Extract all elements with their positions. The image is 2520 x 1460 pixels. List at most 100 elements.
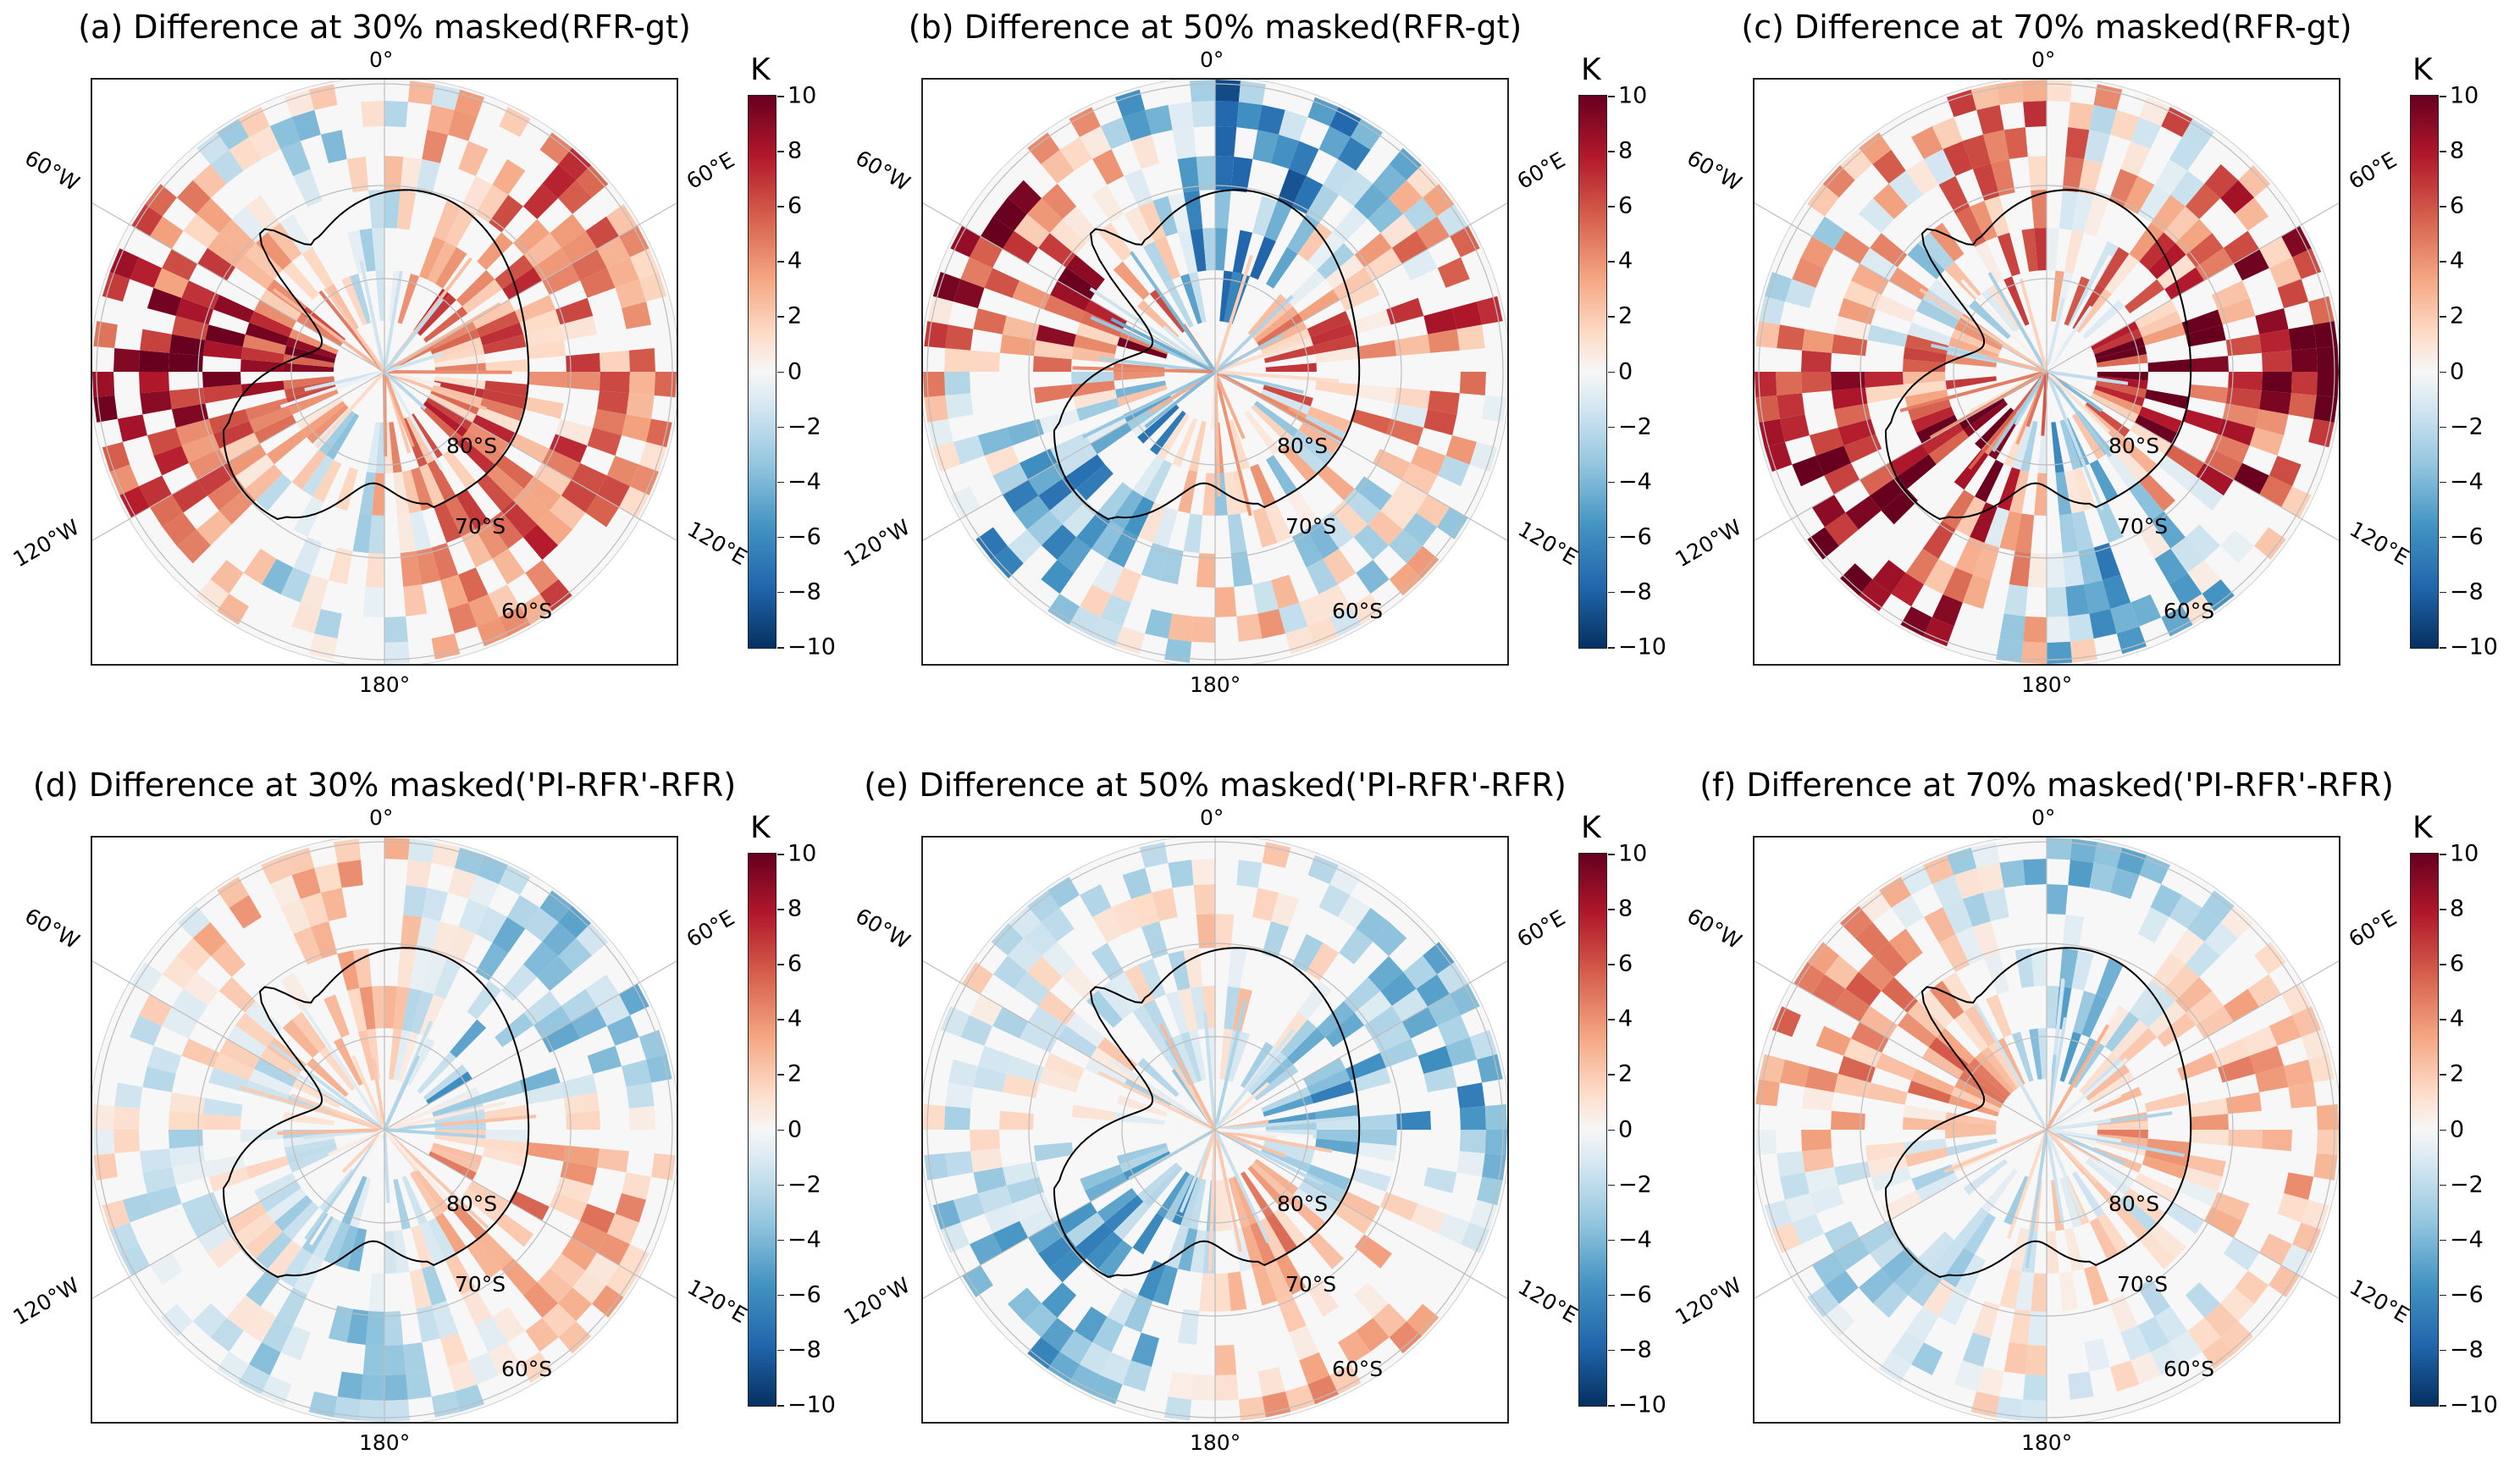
grid-cell [337,950,360,991]
longitude-label: 60°E [1512,904,1570,953]
grid-cell [2095,345,2147,363]
grid-cell [992,462,1029,495]
grid-streak [341,1128,386,1174]
grid-cell [326,413,359,460]
grid-cell [1850,263,1889,296]
grid-cell [262,558,294,595]
longitude-label: 120°W [8,514,84,572]
grid-cell [1251,404,1293,444]
grid-cell [1152,1264,1179,1306]
grid-cell [1777,324,1805,351]
grid-cell [1959,397,2005,430]
colorbar-unit: K [2412,53,2433,87]
grid-cell [1041,183,1077,219]
grid-cell [1247,1052,1287,1094]
grid-cell [1090,1047,1132,1079]
grid-cell [1154,236,1180,280]
grid-cell [2118,437,2158,474]
grid-streak [1960,279,2048,373]
grid-cell [393,1230,410,1274]
grid-cell [1915,414,1959,444]
grid-cell [1306,558,1338,595]
grid-cell [622,1059,652,1087]
grid-cell [1350,309,1391,335]
grid-cell [2161,606,2193,637]
grid-cell [210,941,246,977]
grid-cell [1955,536,1985,575]
grid-cell [409,1269,432,1309]
grid-cell [1437,507,1468,539]
grid-cell [2031,1273,2047,1312]
grid-cell [1073,335,1118,355]
grid-cell [2148,1222,2186,1259]
grid-cell [1804,1065,1838,1092]
grid-cell [1086,1231,1123,1269]
grid-cell [1963,1064,2009,1101]
grid-streak [383,297,445,373]
grid-cell [434,1134,486,1148]
grid-cell [1963,1159,2009,1196]
grid-cell [1437,962,1468,994]
grid-cell [1023,1303,1058,1338]
grid-cell [1970,842,2000,868]
grid-cell [1159,547,1184,585]
colorbar-tick-label: 2 [1618,1060,1633,1087]
grid-cell [2047,587,2069,617]
grid-cell [2262,1130,2292,1152]
grid-cell [1792,257,1825,288]
grid-cell [1815,1026,1851,1056]
grid-cell [417,294,456,336]
grid-cell [1041,1282,1077,1319]
grid-cell [362,1345,384,1375]
grid-cell [1988,284,2021,330]
grid-cell [2031,190,2047,229]
grid-cell [2089,609,2117,639]
grid-cell [1191,859,1215,886]
grid-cell [314,862,342,893]
meridian-line [1755,960,2048,1131]
grid-cell [145,184,177,217]
grid-streak [384,370,487,411]
grid-cell [196,579,229,611]
grid-cell [283,362,334,372]
colorbar-tick [777,591,784,594]
grid-cell [384,1230,397,1274]
grid-cell [291,109,321,141]
grid-cell [2139,990,2176,1028]
grid-cell [467,980,502,1020]
grid-cell [1875,1053,1916,1081]
grid-cell [1279,109,1308,141]
grid-cell [1928,1037,1970,1072]
grid-streak [1110,317,1216,373]
grid-cell [1459,372,1486,395]
grid-cell [421,1264,447,1306]
grid-cell [2097,372,2148,381]
grid-cell [249,406,293,433]
grid-cell [1822,1303,1855,1336]
grid-cell [219,432,260,463]
grid-cell [1888,444,1929,477]
grid-cell [1315,380,1359,397]
grid-cell [492,916,526,954]
grid-cell [1928,429,1970,465]
colorbar-tick [2440,481,2446,484]
grid-cell [1122,109,1152,141]
grid-streak [383,1055,421,1131]
grid-cell [2211,1038,2250,1068]
meridian-line [2046,1129,2339,1299]
grid-cell [2071,511,2094,551]
grid-cell [1178,230,1198,274]
grid-cell [555,297,594,325]
colorbar-tick [1608,1129,1615,1131]
grid-cell [422,130,449,163]
grid-cell [2064,230,2084,274]
grid-streak [1214,1128,1324,1186]
grid-cell [563,1092,600,1114]
grid-cell [2301,1030,2329,1060]
grid-cell [384,1345,406,1375]
grid-cell [1266,246,1298,289]
grid-cell [1972,1301,2000,1339]
grid-cell [2157,254,2197,290]
colorbar-tick-label: −10 [1618,1391,1666,1419]
grid-cell [1764,272,1793,302]
